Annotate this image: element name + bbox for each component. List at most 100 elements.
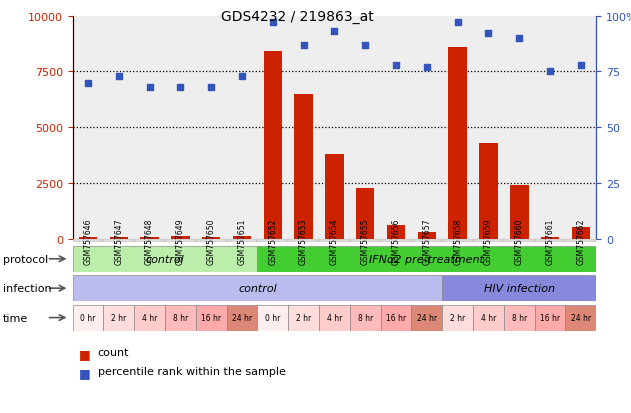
Point <box>175 85 186 91</box>
Bar <box>380 305 411 331</box>
Text: 0 hr: 0 hr <box>80 313 96 322</box>
Bar <box>103 305 134 331</box>
Text: GSM757659: GSM757659 <box>484 218 493 264</box>
Text: 2 hr: 2 hr <box>450 313 465 322</box>
Bar <box>510 186 529 240</box>
Bar <box>534 240 565 243</box>
Bar <box>171 237 190 240</box>
Text: GDS4232 / 219863_at: GDS4232 / 219863_at <box>221 10 374 24</box>
Text: HIV infection: HIV infection <box>484 283 555 294</box>
Bar <box>319 240 350 243</box>
Text: GSM757662: GSM757662 <box>576 218 586 264</box>
Bar <box>350 305 380 331</box>
Bar <box>479 144 498 240</box>
Point <box>422 64 432 71</box>
Point <box>206 85 216 91</box>
Text: 4 hr: 4 hr <box>327 313 342 322</box>
Text: GSM757648: GSM757648 <box>145 218 154 264</box>
Bar <box>257 240 288 243</box>
Point <box>483 31 493 38</box>
Bar <box>411 240 442 243</box>
Text: ■: ■ <box>79 366 91 379</box>
Bar <box>504 240 534 243</box>
Bar <box>565 305 596 331</box>
Bar <box>411 305 442 331</box>
Bar <box>288 240 319 243</box>
Text: 4 hr: 4 hr <box>481 313 496 322</box>
Text: time: time <box>3 313 28 323</box>
Bar <box>504 305 534 331</box>
Text: 2 hr: 2 hr <box>111 313 126 322</box>
Text: control: control <box>146 254 184 264</box>
Bar <box>165 240 196 243</box>
Bar <box>325 155 344 240</box>
Bar <box>473 305 504 331</box>
Text: GSM757651: GSM757651 <box>237 218 247 264</box>
Text: infection: infection <box>3 283 52 294</box>
Text: 0 hr: 0 hr <box>265 313 281 322</box>
Text: GSM757647: GSM757647 <box>114 218 123 264</box>
Bar <box>73 275 442 301</box>
Bar <box>227 305 257 331</box>
Text: GSM757646: GSM757646 <box>83 218 93 264</box>
Bar <box>233 237 251 240</box>
Bar <box>134 240 165 243</box>
Text: GSM757657: GSM757657 <box>422 218 432 264</box>
Bar <box>110 238 128 240</box>
Bar <box>295 95 313 240</box>
Text: count: count <box>98 347 129 357</box>
Text: 24 hr: 24 hr <box>571 313 591 322</box>
Point <box>298 42 309 49</box>
Text: 16 hr: 16 hr <box>201 313 221 322</box>
Text: GSM757661: GSM757661 <box>546 218 555 264</box>
Bar <box>202 237 220 240</box>
Bar <box>449 48 467 240</box>
Text: protocol: protocol <box>3 254 49 264</box>
Text: GSM757652: GSM757652 <box>268 218 277 264</box>
Bar <box>257 305 288 331</box>
Text: GSM757660: GSM757660 <box>515 218 524 264</box>
Text: GSM757653: GSM757653 <box>299 218 308 264</box>
Bar <box>565 240 596 243</box>
Text: percentile rank within the sample: percentile rank within the sample <box>98 366 286 376</box>
Point <box>391 62 401 69</box>
Point <box>144 85 155 91</box>
Point <box>268 20 278 26</box>
Point <box>114 74 124 80</box>
Point <box>83 80 93 87</box>
Bar <box>442 240 473 243</box>
Text: GSM757655: GSM757655 <box>361 218 370 264</box>
Bar <box>541 238 559 240</box>
Bar <box>442 275 596 301</box>
Bar <box>572 227 590 240</box>
Text: control: control <box>238 283 277 294</box>
Text: GSM757650: GSM757650 <box>207 218 216 264</box>
Text: 24 hr: 24 hr <box>232 313 252 322</box>
Text: GSM757658: GSM757658 <box>453 218 462 264</box>
Text: IFNα2 pre-treatment: IFNα2 pre-treatment <box>369 254 484 264</box>
Bar <box>350 240 380 243</box>
Point <box>237 74 247 80</box>
Bar <box>73 246 257 272</box>
Point <box>452 20 463 26</box>
Bar <box>134 305 165 331</box>
Text: 24 hr: 24 hr <box>417 313 437 322</box>
Text: GSM757654: GSM757654 <box>330 218 339 264</box>
Bar <box>288 305 319 331</box>
Text: 16 hr: 16 hr <box>386 313 406 322</box>
Bar <box>165 305 196 331</box>
Bar <box>73 305 103 331</box>
Bar <box>227 240 257 243</box>
Bar <box>264 52 282 240</box>
Bar <box>442 305 473 331</box>
Text: 8 hr: 8 hr <box>512 313 527 322</box>
Point <box>545 69 555 76</box>
Bar <box>473 240 504 243</box>
Bar <box>73 240 103 243</box>
Bar <box>79 237 97 240</box>
Text: 2 hr: 2 hr <box>296 313 311 322</box>
Bar <box>103 240 134 243</box>
Point <box>514 36 524 42</box>
Bar <box>319 305 350 331</box>
Bar <box>196 305 227 331</box>
